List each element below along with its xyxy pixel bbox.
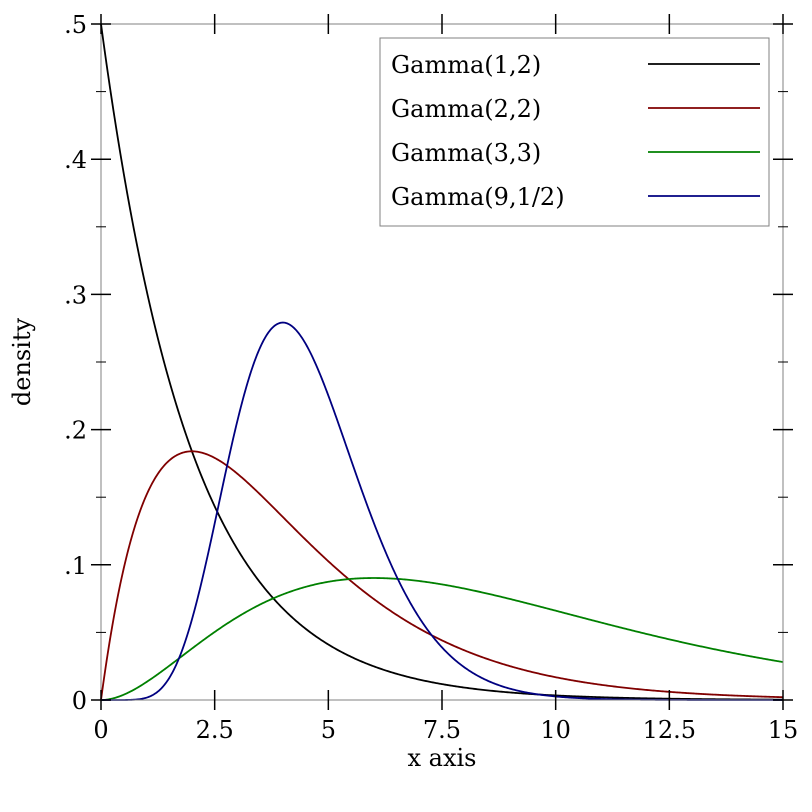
y-tick-label-5: .5 [64, 11, 87, 39]
axis-ticks [91, 14, 793, 710]
y-tick-label-4: .4 [64, 146, 87, 174]
x-tick-label-2: 5 [321, 716, 336, 744]
x-tick-label-6: 15 [768, 716, 799, 744]
legend-label-2: Gamma(3,3) [391, 139, 541, 167]
y-tick-label-1: .1 [64, 552, 87, 580]
y-tick-label-0: 0 [72, 687, 87, 715]
series-line-3 [101, 321, 783, 701]
x-tick-label-1: 2.5 [196, 716, 234, 744]
legend-label-3: Gamma(9,1/2) [391, 183, 565, 211]
x-tick-label-0: 0 [93, 716, 108, 744]
y-tick-label-2: .2 [64, 417, 87, 445]
x-tick-label-5: 12.5 [643, 716, 696, 744]
tick-labels: 0 2.5 5 7.5 10 12.5 15 0 .1 .2 .3 .4 .5 [64, 11, 798, 744]
legend: Gamma(1,2) Gamma(2,2) Gamma(3,3) Gamma(9,1/… [379, 37, 770, 227]
y-tick-label-3: .3 [64, 281, 87, 309]
x-tick-label-3: 7.5 [423, 716, 461, 744]
legend-label-0: Gamma(1,2) [391, 51, 541, 79]
legend-label-1: Gamma(2,2) [391, 95, 541, 123]
x-tick-label-4: 10 [540, 716, 571, 744]
x-axis-label: x axis [408, 744, 477, 772]
legend-box [379, 37, 770, 227]
y-axis-label: density [8, 317, 36, 406]
series-line-2 [100, 577, 784, 701]
